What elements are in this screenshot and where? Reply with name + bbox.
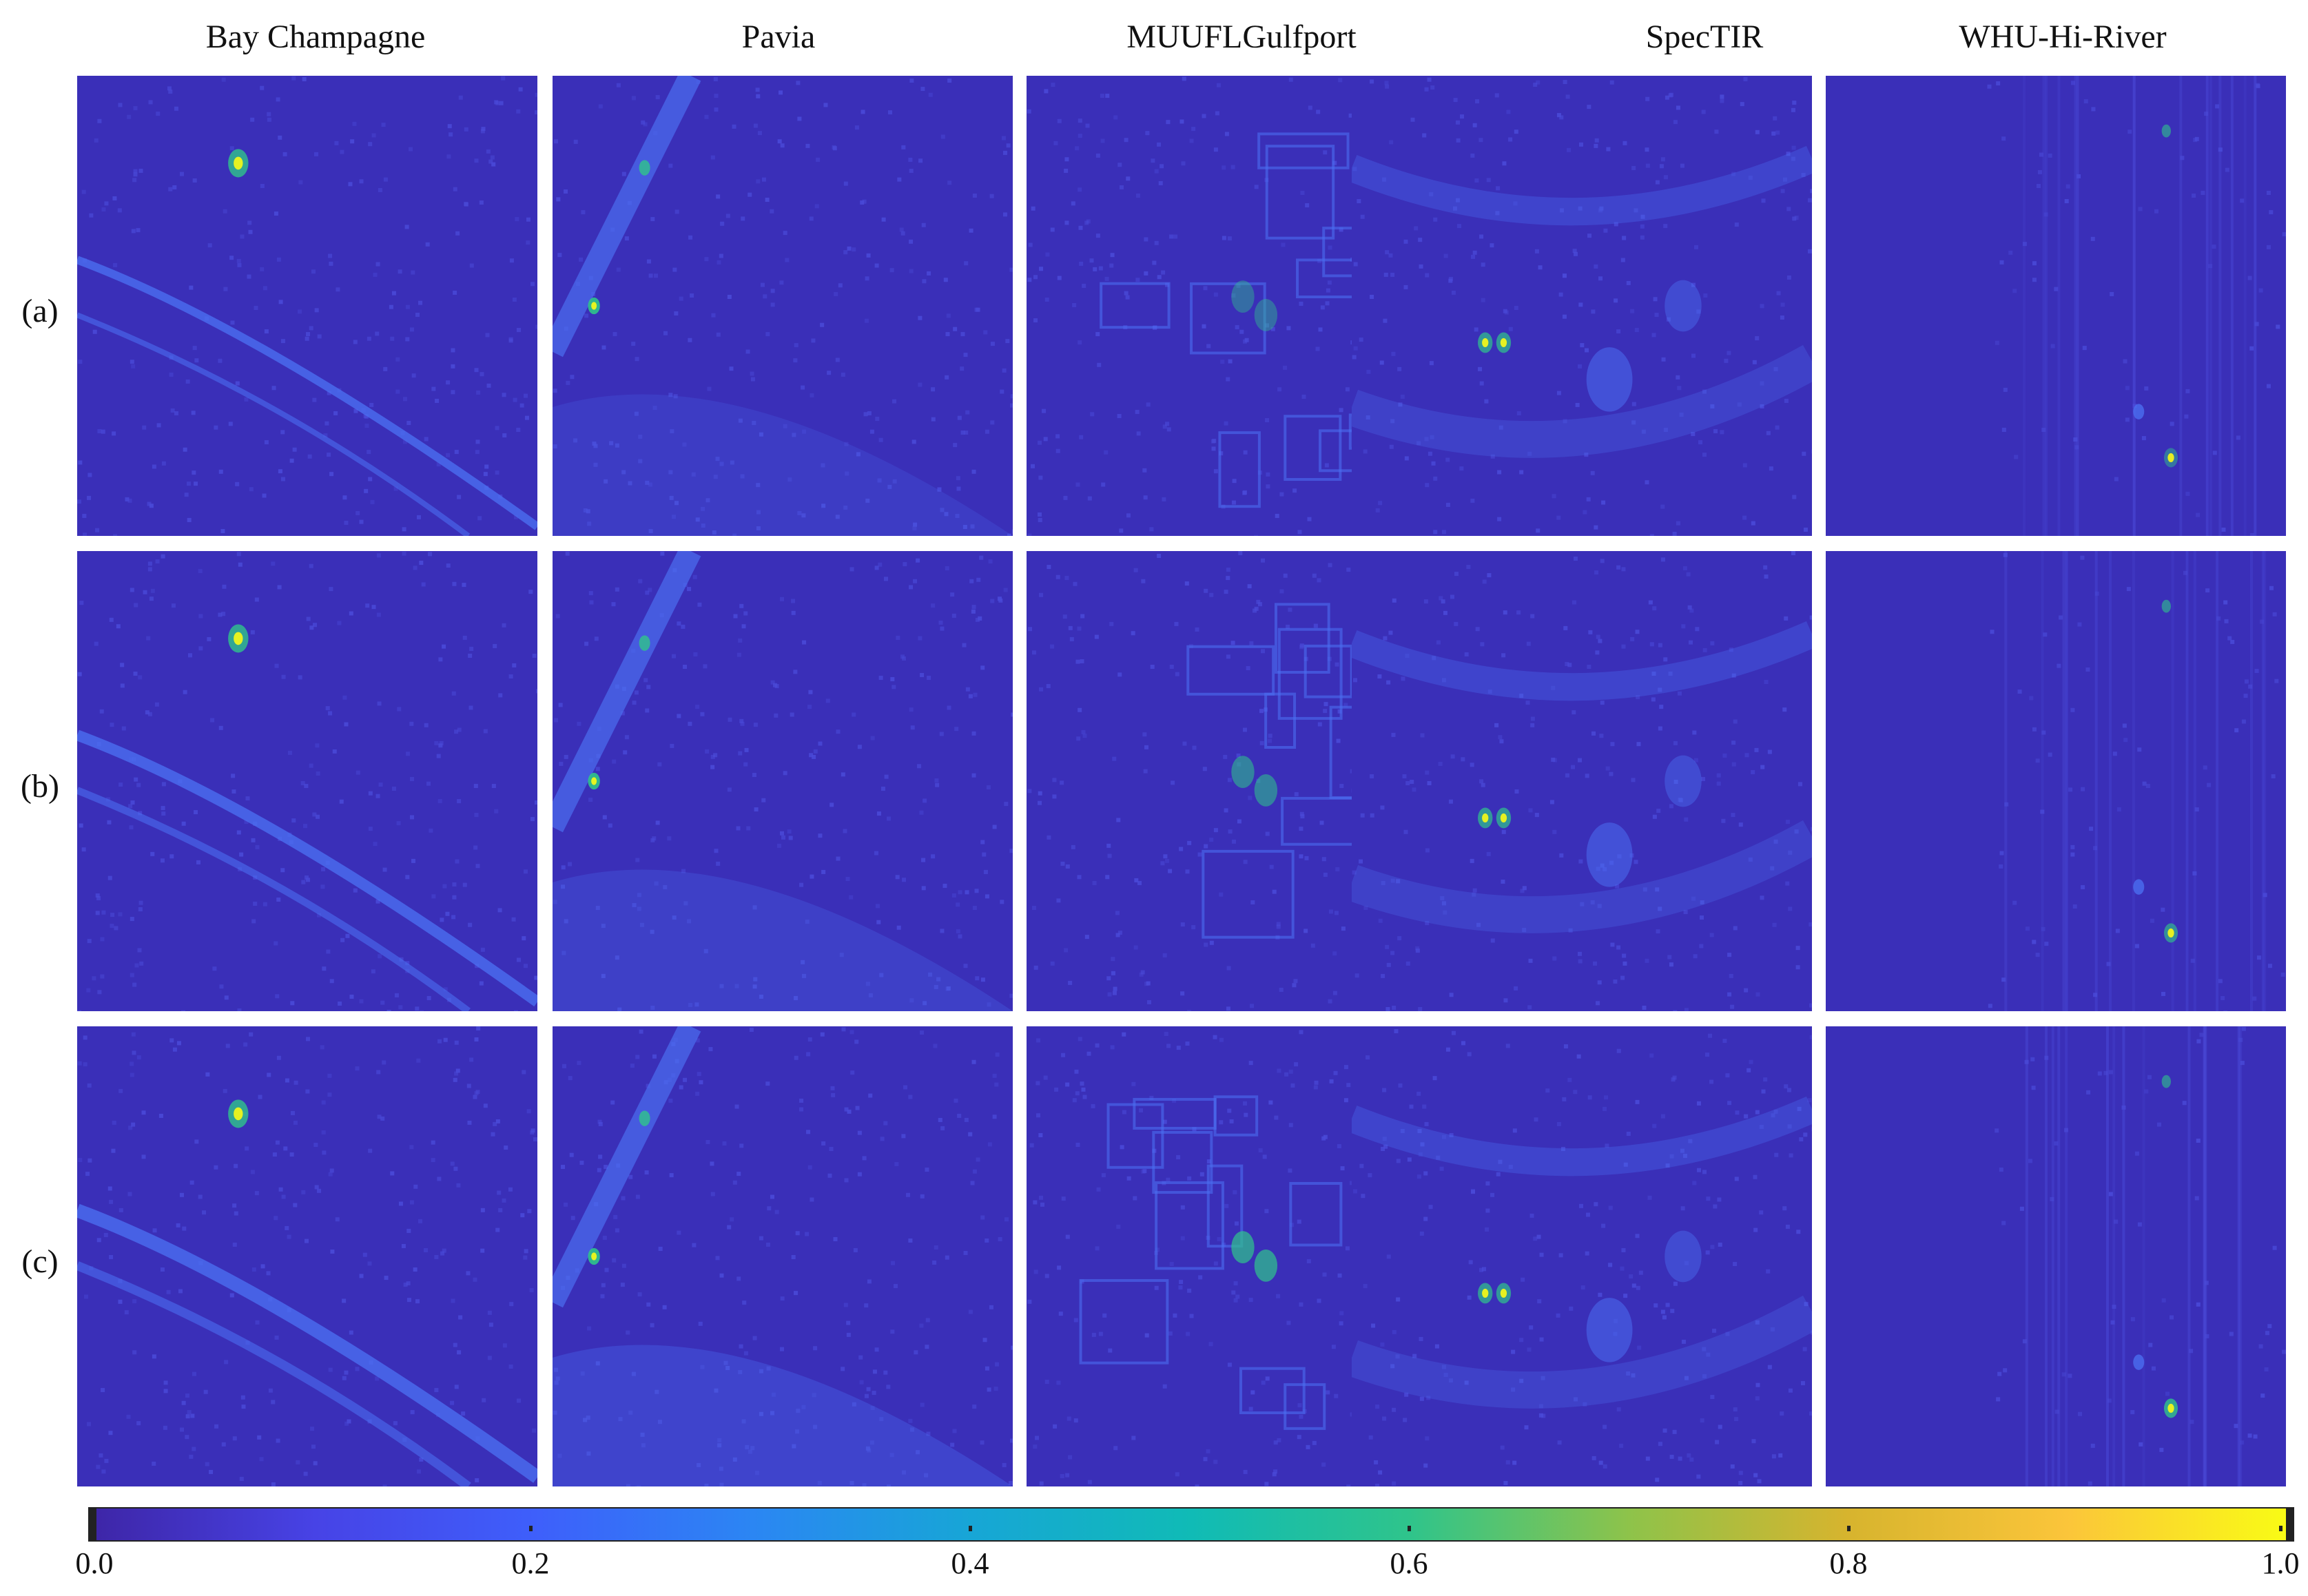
column-title-muuflgulfport: MUUFLGulfport xyxy=(1126,19,1357,55)
heatmap-panel-bay-champagne-row-1 xyxy=(77,76,537,536)
colorbar-tick-label-5: 1.0 xyxy=(2261,1546,2300,1580)
colorbar-tick-label-2: 0.4 xyxy=(951,1546,989,1580)
heatmap-panel-pavia-row-1 xyxy=(553,76,1013,536)
column-title-spectir: SpecTIR xyxy=(1645,19,1764,55)
heatmap-panel-whu-hi-river-row-3 xyxy=(1826,1026,2286,1486)
heatmap-panel-pavia-row-2 xyxy=(553,551,1013,1011)
heatmap-panel-spectir-row-1 xyxy=(1352,76,1812,536)
row-label-b: (b) xyxy=(21,768,59,805)
colorbar-tick-mark-3 xyxy=(1408,1526,1411,1531)
colorbar-tick-mark-2 xyxy=(969,1526,972,1531)
column-title-pavia: Pavia xyxy=(741,19,816,55)
row-label-a: (a) xyxy=(21,293,59,329)
colorbar-tick-mark-4 xyxy=(1847,1526,1851,1531)
colorbar-tick-label-0: 0.0 xyxy=(75,1546,114,1580)
colorbar-tick-label-3: 0.6 xyxy=(1390,1546,1428,1580)
colorbar-tick-mark-0 xyxy=(93,1526,96,1531)
heatmap-panel-whu-hi-river-row-1 xyxy=(1826,76,2286,536)
colorbar-right-cap xyxy=(2286,1509,2293,1540)
heatmap-panel-bay-champagne-row-3 xyxy=(77,1026,537,1486)
heatmap-panel-pavia-row-3 xyxy=(553,1026,1013,1486)
heatmap-panel-spectir-row-2 xyxy=(1352,551,1812,1011)
heatmap-panel-spectir-row-3 xyxy=(1352,1026,1812,1486)
heatmap-panel-bay-champagne-row-2 xyxy=(77,551,537,1011)
colorbar-gradient xyxy=(96,1509,2286,1540)
colorbar-tick-mark-5 xyxy=(2279,1526,2283,1531)
row-label-c: (c) xyxy=(21,1243,59,1280)
colorbar-left-cap xyxy=(90,1509,96,1540)
colorbar xyxy=(88,1507,2294,1542)
column-title-whu-hi-river: WHU-Hi-River xyxy=(1959,19,2167,55)
colorbar-tick-label-4: 0.8 xyxy=(1829,1546,1868,1580)
heatmap-panel-whu-hi-river-row-2 xyxy=(1826,551,2286,1011)
column-title-bay-champagne: Bay Champagne xyxy=(205,19,426,55)
colorbar-tick-label-1: 0.2 xyxy=(511,1546,550,1580)
colorbar-tick-mark-1 xyxy=(529,1526,533,1531)
